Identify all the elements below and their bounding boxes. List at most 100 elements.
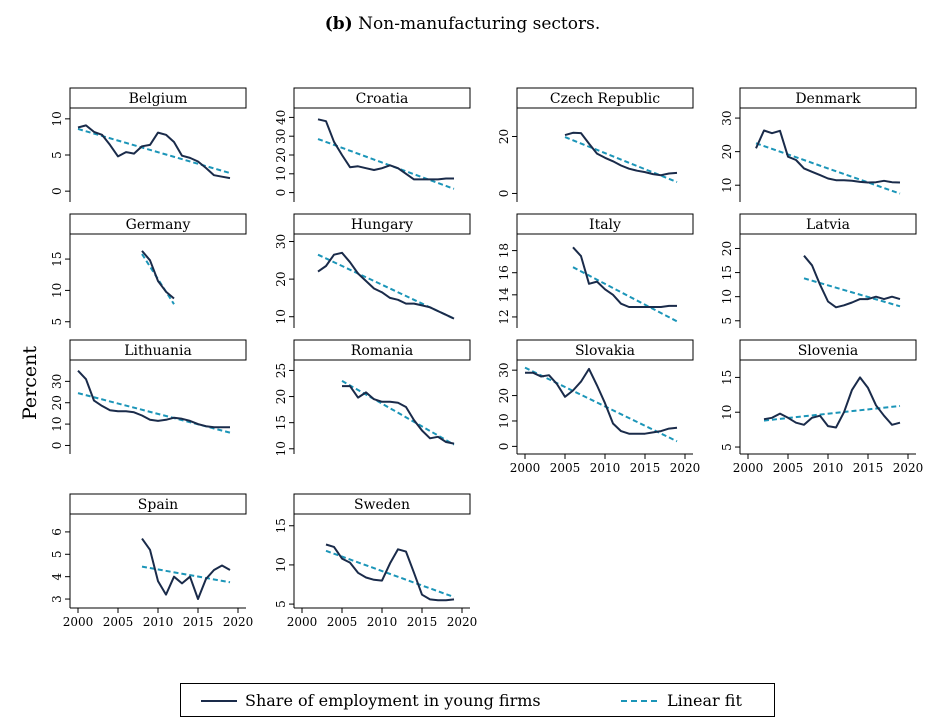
data-point-lithuania-2016: [205, 425, 207, 427]
data-point-croatia-2004: [333, 141, 335, 143]
panel-header-lithuania: [69, 339, 247, 361]
data-point-italy-2013: [628, 306, 630, 308]
data-point-hungary-2006: [349, 261, 351, 263]
data-point-slovakia-2000: [524, 372, 526, 374]
data-point-sweden-2016: [429, 598, 431, 600]
data-point-slovakia-2019: [676, 427, 678, 429]
data-point-spain-2016: [205, 578, 207, 580]
data-point-slovenia-2016: [875, 404, 877, 406]
legend-series-label: Share of employment in young firms: [245, 691, 541, 710]
y-tick-label-romania-10: 10: [274, 441, 288, 456]
panel-header-italy: [516, 213, 694, 235]
data-point-latvia-2007: [803, 255, 805, 257]
data-point-denmark-2007: [803, 167, 805, 169]
data-point-belgium-2008: [141, 145, 143, 147]
data-point-slovenia-2008: [811, 417, 813, 419]
data-point-sweden-2012: [397, 548, 399, 550]
caption-prefix: (b): [324, 14, 353, 34]
data-point-spain-2015: [197, 598, 199, 600]
data-point-slovakia-2007: [580, 381, 582, 383]
data-point-romania-2006: [349, 385, 351, 387]
data-point-lithuania-2002: [93, 400, 95, 402]
data-point-lithuania-2014: [189, 420, 191, 422]
panel-header-latvia: [739, 213, 917, 235]
series-line-croatia: [317, 118, 454, 181]
data-point-spain-2008: [141, 538, 143, 540]
data-point-romania-2012: [397, 402, 399, 404]
y-tick-label-romania-25: 25: [274, 363, 288, 378]
data-point-romania-2007: [357, 397, 359, 399]
data-point-italy-2019: [676, 305, 678, 307]
x-tick-label-sweden-2010: 2010: [367, 615, 398, 629]
data-point-hungary-2010: [381, 291, 383, 293]
data-point-slovenia-2018: [891, 424, 893, 426]
data-point-croatia-2015: [421, 178, 423, 180]
data-point-italy-2008: [588, 283, 590, 285]
data-point-lithuania-2006: [125, 410, 127, 412]
panel-hungary: Hungary 10 20 30: [274, 213, 471, 328]
y-tick-label-belgium-10: 10: [50, 111, 64, 126]
panel-title-romania: Romania: [351, 343, 413, 359]
fit-line-germany: [141, 253, 175, 305]
data-point-czech-republic-2008: [588, 143, 590, 145]
data-point-slovakia-2010: [604, 402, 606, 404]
x-tick-label-slovenia-2020: 2020: [893, 461, 924, 475]
data-point-spain-2017: [213, 569, 215, 571]
y-tick-label-czech-republic-0: 0: [497, 190, 511, 198]
x-tick-label-sweden-2000: 2000: [287, 615, 318, 629]
data-point-lithuania-2001: [85, 378, 87, 380]
data-point-latvia-2012: [843, 304, 845, 306]
data-point-czech-republic-2007: [580, 132, 582, 134]
data-point-czech-republic-2010: [604, 157, 606, 159]
x-tick-label-spain-2005: 2005: [103, 615, 134, 629]
data-point-slovakia-2015: [644, 433, 646, 435]
data-point-denmark-2001: [755, 147, 757, 149]
data-point-czech-republic-2015: [644, 171, 646, 173]
data-point-lithuania-2000: [77, 370, 79, 372]
panel-title-croatia: Croatia: [356, 91, 409, 107]
data-point-hungary-2017: [437, 310, 439, 312]
series-line-germany: [141, 250, 175, 300]
data-point-hungary-2005: [341, 252, 343, 254]
fit-line-slovakia: [524, 366, 678, 443]
data-point-lithuania-2017: [213, 426, 215, 428]
y-tick-label-croatia-0: 0: [274, 189, 288, 197]
data-point-romania-2017: [437, 436, 439, 438]
y-tick-label-italy-18: 18: [497, 243, 511, 258]
data-point-slovakia-2006: [572, 389, 574, 391]
data-point-romania-2016: [429, 437, 431, 439]
fit-line-sweden: [325, 549, 455, 598]
data-point-czech-republic-2016: [652, 173, 654, 175]
data-point-croatia-2017: [437, 178, 439, 180]
data-point-italy-2006: [572, 246, 574, 248]
data-point-czech-republic-2006: [572, 132, 574, 134]
y-tick-label-spain-6: 6: [50, 528, 64, 536]
y-tick-label-hungary-20: 20: [274, 271, 288, 286]
data-point-croatia-2002: [317, 118, 319, 120]
data-point-sweden-2019: [453, 598, 455, 600]
x-tick-label-spain-2015: 2015: [183, 615, 214, 629]
data-point-czech-republic-2011: [612, 160, 614, 162]
x-tick-label-slovenia-2000: 2000: [733, 461, 764, 475]
y-tick-label-romania-20: 20: [274, 389, 288, 404]
panel-title-latvia: Latvia: [806, 217, 850, 233]
data-point-croatia-2012: [397, 167, 399, 169]
y-tick-label-slovakia-10: 10: [497, 413, 511, 428]
data-point-latvia-2009: [819, 284, 821, 286]
x-tick-label-slovenia-2010: 2010: [813, 461, 844, 475]
y-tick-label-latvia-20: 20: [720, 241, 734, 256]
panel-slovenia: Slovenia 5 10 15 2000 2005 2010 2015 2020: [720, 339, 924, 475]
y-tick-label-slovenia-5: 5: [720, 443, 734, 451]
x-tick-label-spain-2020: 2020: [223, 615, 254, 629]
data-point-slovenia-2013: [851, 389, 853, 391]
data-point-belgium-2015: [197, 161, 199, 163]
data-point-slovenia-2004: [779, 413, 781, 415]
y-tick-label-hungary-10: 10: [274, 309, 288, 324]
data-point-slovakia-2018: [668, 428, 670, 430]
series-line-italy: [572, 246, 677, 308]
data-point-hungary-2016: [429, 306, 431, 308]
data-point-lithuania-2005: [117, 410, 119, 412]
panel-title-denmark: Denmark: [795, 91, 861, 107]
data-point-croatia-2009: [373, 169, 375, 171]
